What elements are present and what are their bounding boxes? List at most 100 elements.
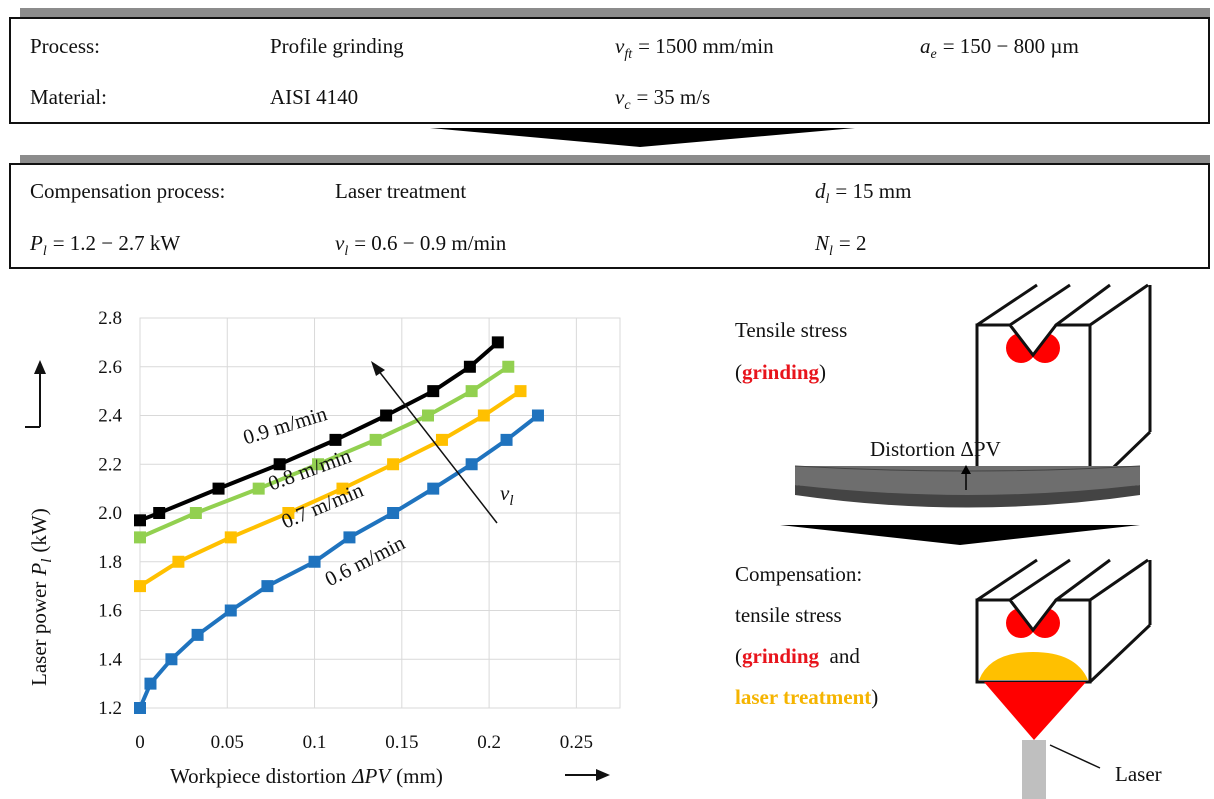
y-tick-label: 2.2 — [98, 454, 122, 475]
text-part: P — [29, 231, 43, 255]
laser-label: Laser — [1115, 762, 1162, 786]
text-part: P — [27, 563, 51, 577]
axis-arrow-head — [596, 769, 610, 781]
x-tick-label: 0.1 — [303, 732, 327, 753]
text-part: N — [814, 231, 830, 255]
data-point — [225, 605, 237, 617]
cell: dl = 15 mm — [815, 179, 911, 207]
series-label: 0.6 m/min — [321, 530, 409, 591]
data-point — [172, 556, 184, 568]
y-tick-label: 1.4 — [98, 649, 122, 670]
cell: Profile grinding — [270, 34, 404, 58]
text-part: l — [43, 244, 47, 259]
text-part: Laser power — [27, 582, 51, 686]
text-part: d — [815, 179, 826, 203]
box-header-bar — [20, 8, 1210, 18]
text-part: ) — [871, 685, 878, 709]
text-part: = 0.6 − 0.9 m/min — [354, 231, 507, 255]
text-part: ( — [735, 360, 742, 384]
data-point — [192, 629, 204, 641]
text-part: l — [39, 559, 55, 563]
text-part: ) — [819, 360, 826, 384]
diagram-text: (grinding) — [735, 360, 826, 384]
cell: Nl = 2 — [814, 231, 867, 259]
diagram-text: tensile stress — [735, 603, 842, 627]
cell: AISI 4140 — [270, 85, 358, 109]
text-part: Laser treatment — [335, 179, 466, 203]
cell: vft= 1500 mm/min — [615, 34, 774, 62]
page: { "process_box": {"rows": [ [{"text": "P… — [0, 0, 1214, 799]
y-tick-label: 2.6 — [98, 357, 122, 378]
text-part: l — [829, 244, 833, 259]
diagram-text: Compensation: — [735, 562, 862, 586]
box-header-bar — [20, 155, 1210, 164]
workpiece-top — [977, 285, 1150, 490]
figure: Laser Distortion ΔPV Process: Profile gri… — [0, 0, 1214, 799]
data-point — [153, 507, 165, 519]
data-point — [144, 678, 156, 690]
data-point — [515, 385, 527, 397]
text-part: = 1.2 − 2.7 kW — [53, 231, 181, 255]
cell: Laser treatment — [335, 179, 466, 203]
y-tick-label: 1.2 — [98, 698, 122, 719]
text-part: = 15 mm — [835, 179, 911, 203]
text-part: ft — [624, 47, 633, 62]
cell: vl= 0.6 − 0.9 m/min — [335, 231, 507, 259]
text-part: laser treatment — [735, 685, 871, 709]
distortion-label: Distortion ΔPV — [870, 437, 1001, 461]
diagram-text: laser treatment) — [735, 685, 878, 709]
text-part: = 35 m/s — [637, 85, 711, 109]
data-point — [532, 410, 544, 422]
text-part: Process: — [30, 34, 100, 58]
text-part: ΔPV — [351, 764, 392, 788]
data-point — [427, 483, 439, 495]
cell: Material: — [30, 85, 107, 109]
data-point — [436, 434, 448, 446]
data-point — [370, 434, 382, 446]
data-point — [343, 531, 355, 543]
annotation: vl — [500, 481, 514, 509]
text-part: c — [624, 98, 631, 113]
x-tick-label: 0.2 — [477, 732, 501, 753]
text-part: = 2 — [839, 231, 867, 255]
axis-arrow-head — [34, 360, 46, 374]
cell: vc= 35 m/s — [615, 85, 710, 113]
data-point — [492, 336, 504, 348]
diagram-text: (grinding and — [735, 644, 860, 668]
text-part: a — [920, 34, 931, 58]
y-tick-label: 1.8 — [98, 552, 122, 573]
text-part: = 150 − 800 µm — [943, 34, 1079, 58]
flow-arrow — [430, 128, 855, 147]
text-part: Material: — [30, 85, 107, 109]
data-point — [309, 556, 321, 568]
laser-cone — [984, 682, 1086, 740]
data-point — [134, 531, 146, 543]
y-tick-label: 2.0 — [98, 503, 122, 524]
cell: Pl = 1.2 − 2.7 kW — [29, 231, 180, 259]
x-tick-label: 0.15 — [385, 732, 418, 753]
data-point — [422, 410, 434, 422]
data-point — [261, 580, 273, 592]
x-tick-label: 0.05 — [211, 732, 244, 753]
cell: Process: — [30, 34, 100, 58]
text-part: tensile stress — [735, 603, 842, 627]
text-part: = 1500 mm/min — [638, 34, 774, 58]
text-part: Profile grinding — [270, 34, 404, 58]
data-point — [165, 653, 177, 665]
data-point — [253, 483, 265, 495]
diagram-text: Tensile stress — [735, 318, 847, 342]
text-part: AISI 4140 — [270, 85, 358, 109]
laser-leader — [1050, 745, 1100, 768]
data-point — [466, 385, 478, 397]
data-point — [501, 434, 513, 446]
text-part: l — [344, 244, 348, 259]
data-point — [134, 580, 146, 592]
text-part: l — [826, 192, 830, 207]
flow-arrow — [780, 525, 1140, 545]
y-axis-label: Laser powerPl(kW) — [27, 508, 55, 686]
trend-arrow-head — [371, 361, 385, 376]
data-point — [134, 514, 146, 526]
text-part: (mm) — [396, 764, 443, 788]
text-part: Tensile stress — [735, 318, 847, 342]
